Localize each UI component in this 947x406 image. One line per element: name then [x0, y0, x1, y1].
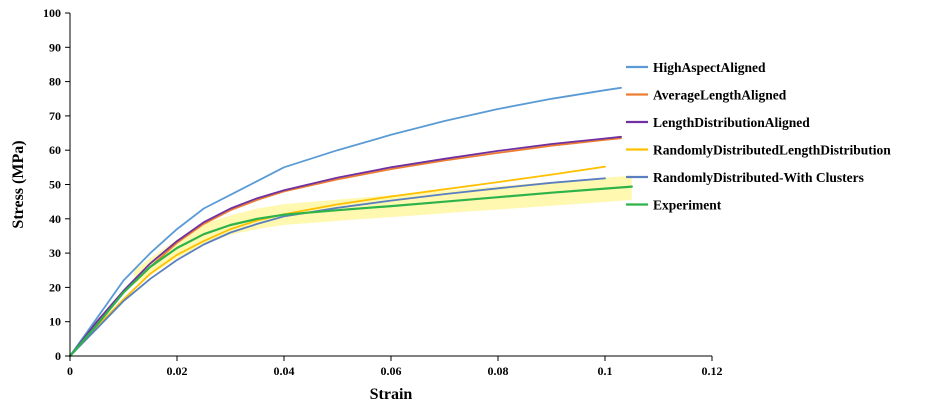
y-axis-ticks: 0 10 20 30 40 50 60 70 80 90 100: [43, 6, 70, 363]
series-line-5: [68, 185, 633, 358]
x-tick-label: 0.12: [702, 364, 723, 378]
legend-label-4: RandomlyDistributed-With Clusters: [653, 170, 864, 185]
series-line-0: [69, 86, 622, 357]
x-tick-label: 0.08: [488, 364, 509, 378]
y-tick-label: 80: [49, 75, 61, 89]
x-tick-label: 0.02: [167, 364, 188, 378]
legend-label-3: RandomlyDistributedLengthDistribution: [653, 143, 891, 158]
y-tick-label: 90: [49, 40, 61, 54]
y-tick-label: 70: [49, 109, 61, 123]
experiment-uncertainty-band: [134, 175, 632, 284]
y-tick-label: 100: [43, 6, 61, 20]
y-tick-label: 10: [49, 315, 61, 329]
y-axis-title: Stress (MPa): [10, 140, 27, 228]
series-line-1: [69, 137, 622, 357]
x-tick-label: 0.04: [274, 364, 295, 378]
series-line-4: [69, 177, 606, 357]
legend-label-0: HighAspectAligned: [653, 60, 766, 75]
y-tick-label: 30: [49, 246, 61, 260]
x-axis-ticks: 0 0.02 0.04 0.06 0.08 0.1 0.12: [67, 356, 723, 378]
series-line-2: [69, 135, 622, 357]
y-tick-label: 40: [49, 212, 61, 226]
x-tick-label: 0: [67, 364, 73, 378]
experiment-uncertainty-band-layer: [134, 175, 632, 284]
legend-label-2: LengthDistributionAligned: [653, 115, 810, 130]
series-lines-layer: [68, 86, 633, 358]
legend-label-1: AverageLengthAligned: [653, 88, 787, 103]
x-axis-title: Strain: [370, 386, 413, 403]
x-tick-label: 0.06: [381, 364, 402, 378]
y-tick-label: 0: [55, 349, 61, 363]
legend: HighAspectAligned AverageLengthAligned Len…: [626, 60, 891, 213]
y-tick-label: 60: [49, 143, 61, 157]
series-line-3: [69, 165, 606, 357]
y-tick-label: 20: [49, 280, 61, 294]
legend-label-5: Experiment: [653, 198, 722, 213]
x-tick-label: 0.1: [598, 364, 613, 378]
y-tick-label: 50: [49, 178, 61, 192]
